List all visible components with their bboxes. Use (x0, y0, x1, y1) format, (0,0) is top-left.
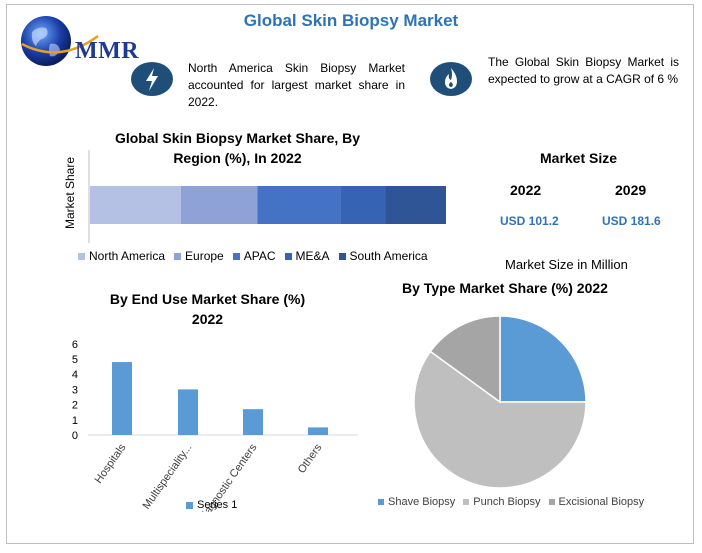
legend-swatch (284, 252, 292, 260)
legend-swatch (548, 499, 555, 505)
region-legend: North America Europe APAC ME&A South America (78, 249, 428, 263)
y-tick-label: 3 (72, 384, 78, 396)
type-legend-item-excisional-biopsy: Excisional Biopsy (548, 496, 645, 508)
legend-swatch (174, 252, 182, 260)
region-legend-item-me-a: ME&A (284, 249, 330, 263)
type-legend: Shave Biopsy Punch Biopsy Excisional Biops… (378, 496, 644, 508)
pie-slice-shave-biopsy (499, 315, 587, 403)
end-use-bar-hospitals (112, 362, 132, 435)
region-bar-apac (257, 186, 341, 224)
legend-label: APAC (243, 249, 276, 263)
market-size-title: Market Size (540, 150, 618, 166)
globe-logo-icon (21, 16, 99, 66)
market-size-value-2022: USD 101.2 (500, 214, 559, 228)
region-legend-item-europe: Europe (174, 249, 224, 263)
legend-swatch (232, 252, 240, 260)
type-chart-title: By Type Market Share (%) 2022 (402, 280, 608, 296)
y-tick-label: 6 (72, 339, 78, 351)
market-size-year-2029: 2029 (615, 182, 647, 198)
pie-slice-excisional-biopsy (429, 315, 501, 404)
x-tick-label-others: Others (296, 441, 325, 475)
end-use-bar-others (308, 427, 328, 435)
region-legend-item-south-america: South America (338, 249, 428, 263)
x-tick-label-hospitals: Hospitals (93, 441, 129, 485)
market-size-value-2029: USD 181.6 (602, 214, 661, 228)
pie-slice-punch-biopsy (413, 350, 587, 489)
legend-label: Punch Biopsy (473, 496, 541, 508)
region-legend-item-apac: APAC (232, 249, 276, 263)
region-y-axis-label: Market Share (63, 156, 77, 230)
y-tick-label: 5 (72, 354, 78, 366)
end-use-legend: Series 1 (186, 499, 237, 511)
legend-label: Shave Biopsy (388, 496, 456, 508)
type-legend-item-punch-biopsy: Punch Biopsy (463, 496, 541, 508)
lightning-icon (131, 62, 173, 96)
region-stacked-bar-chart (88, 150, 446, 243)
region-bar-me-a (340, 186, 386, 224)
legend-swatch (338, 252, 346, 260)
legend-label: South America (349, 249, 428, 263)
region-bar-north-america (90, 186, 181, 224)
market-size-note: Market Size in Million (505, 257, 628, 272)
flame-icon (430, 62, 472, 96)
y-tick-label: 1 (72, 415, 78, 427)
end-use-legend-label: Series 1 (197, 499, 238, 511)
info-text-north-america: North America Skin Biopsy Market account… (188, 61, 405, 109)
legend-label: North America (89, 249, 166, 263)
info-text-cagr: The Global Skin Biopsy Market is expecte… (488, 55, 679, 86)
y-tick-label: 4 (72, 369, 78, 381)
page-title: Global Skin Biopsy Market (243, 11, 459, 30)
legend-swatch (378, 499, 384, 505)
type-legend-item-shave-biopsy: Shave Biopsy (378, 496, 455, 508)
region-bar-europe (180, 186, 258, 224)
legend-swatch (78, 252, 85, 260)
end-use-legend-swatch (186, 501, 193, 509)
legend-label: Excisional Biopsy (558, 496, 645, 508)
y-tick-label: 0 (72, 430, 78, 442)
end-use-bar-multispeciality (178, 389, 198, 435)
region-chart-title: Global Skin Biopsy Market Share, By Regi… (114, 130, 361, 166)
type-pie-chart (413, 315, 587, 489)
logo-text: MMR (75, 38, 140, 64)
end-use-bar-diagnostic-centers (243, 409, 263, 435)
region-bar-south-america (385, 186, 446, 224)
end-use-chart-title: By End Use Market Share (%) 2022 (109, 291, 306, 327)
legend-label: Europe (185, 249, 224, 263)
region-y-axis-label-wrap: Market Share (57, 150, 83, 240)
legend-label: ME&A (295, 249, 330, 263)
y-tick-label: 2 (72, 400, 78, 412)
legend-swatch (463, 499, 470, 505)
market-size-year-2022: 2022 (510, 182, 542, 198)
region-legend-item-north-america: North America (78, 249, 165, 263)
infographic-frame (6, 4, 694, 544)
